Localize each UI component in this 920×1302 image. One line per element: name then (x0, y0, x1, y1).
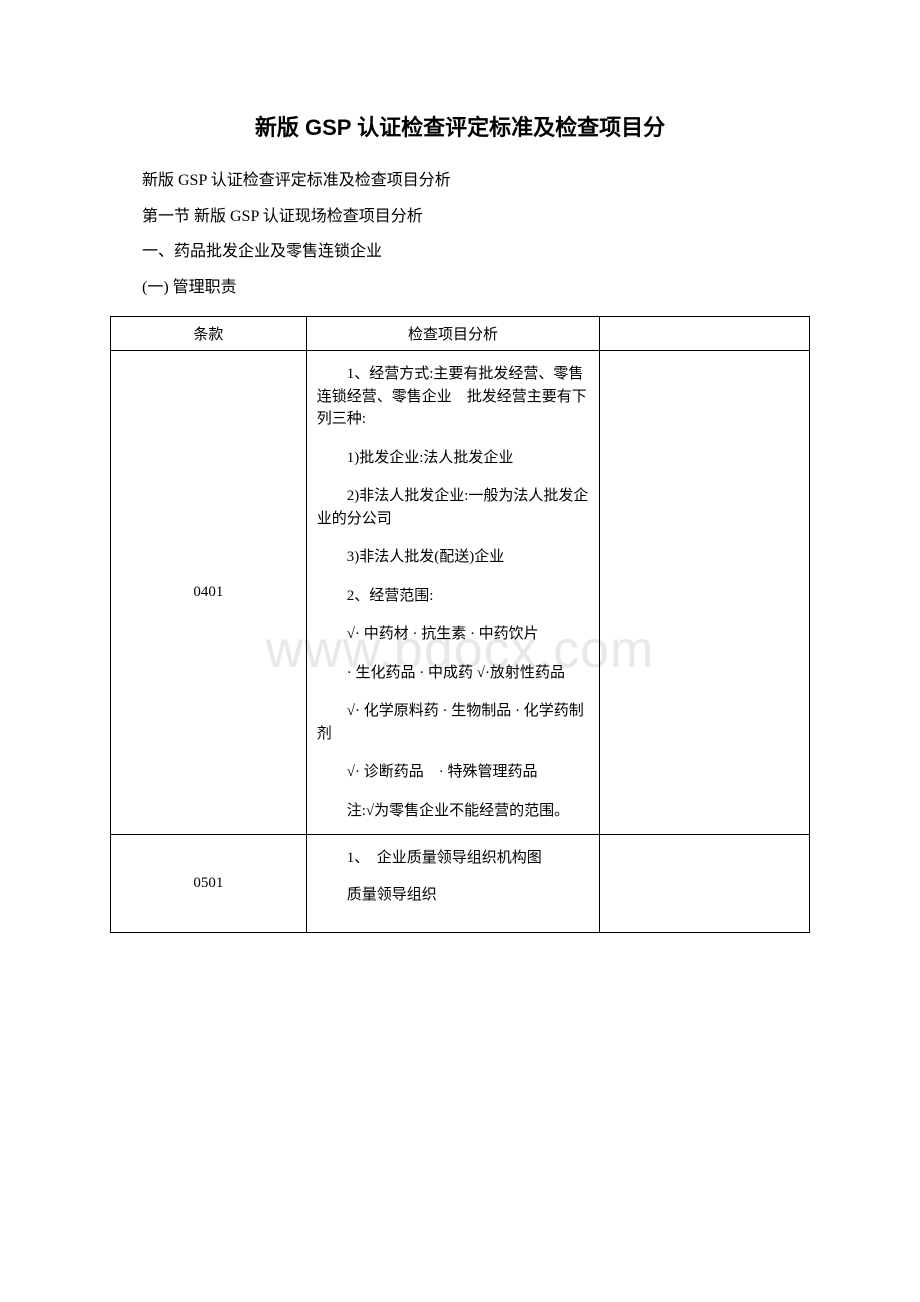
column-header-clause: 条款 (111, 317, 307, 351)
content-block: √· 诊断药品 · 特殊管理药品 (317, 761, 590, 784)
content-block: 注:√为零售企业不能经营的范围。 (317, 800, 590, 823)
intro-line-2: 第一节 新版 GSP 认证现场检查项目分析 (110, 200, 810, 234)
analysis-cell: 1、 企业质量领导组织机构图 质量领导组织 (306, 835, 600, 933)
analysis-cell: 1、经营方式:主要有批发经营、零售连锁经营、零售企业 批发经营主要有下列三种: … (306, 351, 600, 835)
table-header-row: 条款 检查项目分析 (111, 317, 810, 351)
intro-line-4: (一) 管理职责 (110, 271, 810, 305)
clause-code: 0401 (111, 351, 307, 835)
column-header-empty (600, 317, 810, 351)
content-block: 1、经营方式:主要有批发经营、零售连锁经营、零售企业 批发经营主要有下列三种: (317, 363, 590, 431)
content-block: 1、 企业质量领导组织机构图 (317, 847, 590, 870)
content-block: √· 中药材 · 抗生素 · 中药饮片 (317, 623, 590, 646)
table-row: 0501 1、 企业质量领导组织机构图 质量领导组织 (111, 835, 810, 933)
table-row: 0401 1、经营方式:主要有批发经营、零售连锁经营、零售企业 批发经营主要有下… (111, 351, 810, 835)
content-block: 质量领导组织 (317, 884, 590, 907)
content-block: 2、经营范围: (317, 585, 590, 608)
column-header-analysis: 检查项目分析 (306, 317, 600, 351)
content-block: 2)非法人批发企业:一般为法人批发企业的分公司 (317, 485, 590, 530)
empty-cell (600, 835, 810, 933)
intro-line-1: 新版 GSP 认证检查评定标准及检查项目分析 (110, 164, 810, 198)
content-block: · 生化药品 · 中成药 √·放射性药品 (317, 662, 590, 685)
inspection-table: 条款 检查项目分析 0401 1、经营方式:主要有批发经营、零售连锁经营、零售企… (110, 316, 810, 933)
clause-code: 0501 (111, 835, 307, 933)
inspection-table-container: 条款 检查项目分析 0401 1、经营方式:主要有批发经营、零售连锁经营、零售企… (110, 316, 810, 933)
content-block: 1)批发企业:法人批发企业 (317, 447, 590, 470)
content-block: 3)非法人批发(配送)企业 (317, 546, 590, 569)
empty-cell (600, 351, 810, 835)
page-content: 新版 GSP 认证检查评定标准及检查项目分 新版 GSP 认证检查评定标准及检查… (110, 110, 810, 933)
intro-line-3: 一、药品批发企业及零售连锁企业 (110, 235, 810, 269)
page-title: 新版 GSP 认证检查评定标准及检查项目分 (110, 110, 810, 142)
content-block: √· 化学原料药 · 生物制品 · 化学药制剂 (317, 700, 590, 745)
